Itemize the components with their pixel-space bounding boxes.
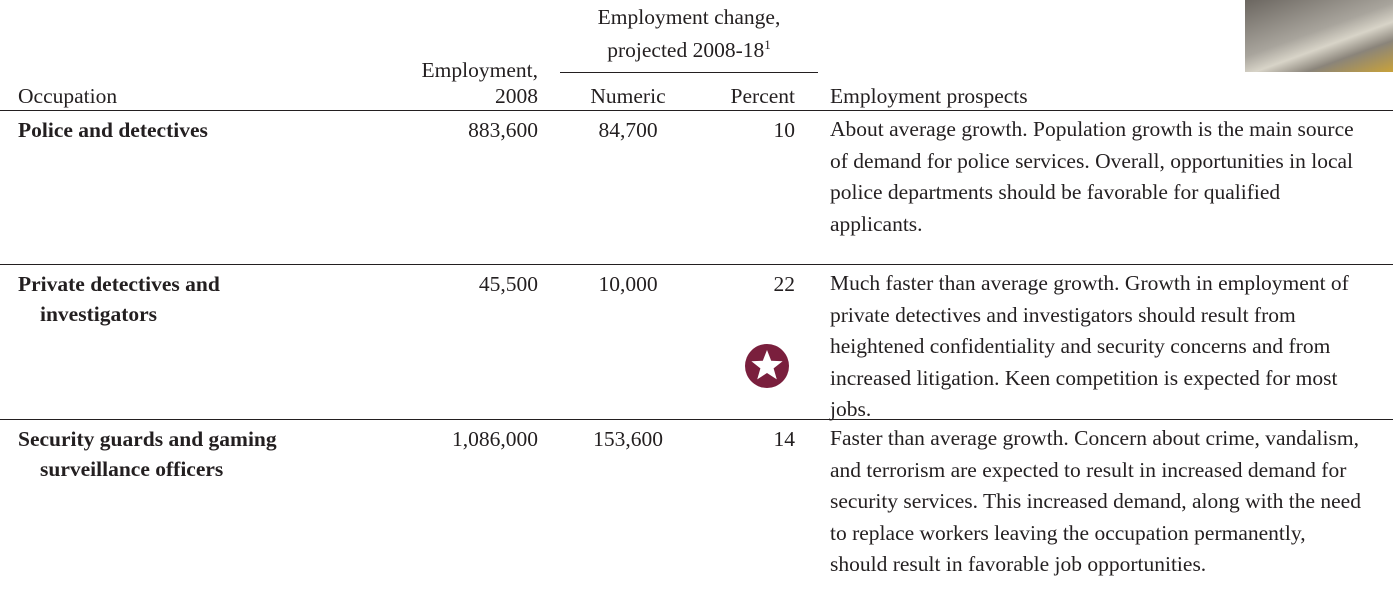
percent: 10	[773, 118, 796, 142]
star-icon	[745, 344, 789, 388]
header-rule	[560, 72, 818, 73]
numeric: 10,000	[598, 272, 658, 296]
row-rule	[0, 419, 1393, 420]
row-rule	[0, 110, 1393, 111]
header-occupation: Occupation	[18, 84, 118, 108]
occupation: Private detectives and investigators	[18, 272, 220, 326]
footnote-mark: 1	[764, 37, 771, 52]
numeric: 84,700	[598, 118, 658, 142]
prospects: Faster than average growth. Concern abou…	[830, 426, 1361, 576]
prospects: Much faster than average growth. Growth …	[830, 271, 1349, 421]
header-change: projected 2008-181	[560, 30, 818, 65]
header-employment: Employment,	[421, 58, 538, 82]
header-numeric: Numeric	[590, 84, 666, 108]
employment: 1,086,000	[452, 427, 538, 451]
employment: 883,600	[468, 118, 538, 142]
header-change: Employment change,	[597, 5, 781, 29]
row-rule	[0, 264, 1393, 265]
header-change-text: projected 2008-18	[607, 38, 765, 63]
prospects: About average growth. Population growth …	[830, 117, 1354, 236]
percent: 22	[773, 272, 796, 296]
numeric: 153,600	[593, 427, 663, 451]
occupation: Police and detectives	[18, 118, 208, 142]
header-percent: Percent	[730, 84, 795, 108]
header-employment: 2008	[495, 84, 538, 108]
photo	[1245, 0, 1393, 72]
employment: 45,500	[478, 272, 538, 296]
percent: 14	[773, 427, 796, 451]
occupation: Security guards and gaming surveillance …	[18, 427, 277, 481]
header-prospects: Employment prospects	[830, 84, 1028, 108]
